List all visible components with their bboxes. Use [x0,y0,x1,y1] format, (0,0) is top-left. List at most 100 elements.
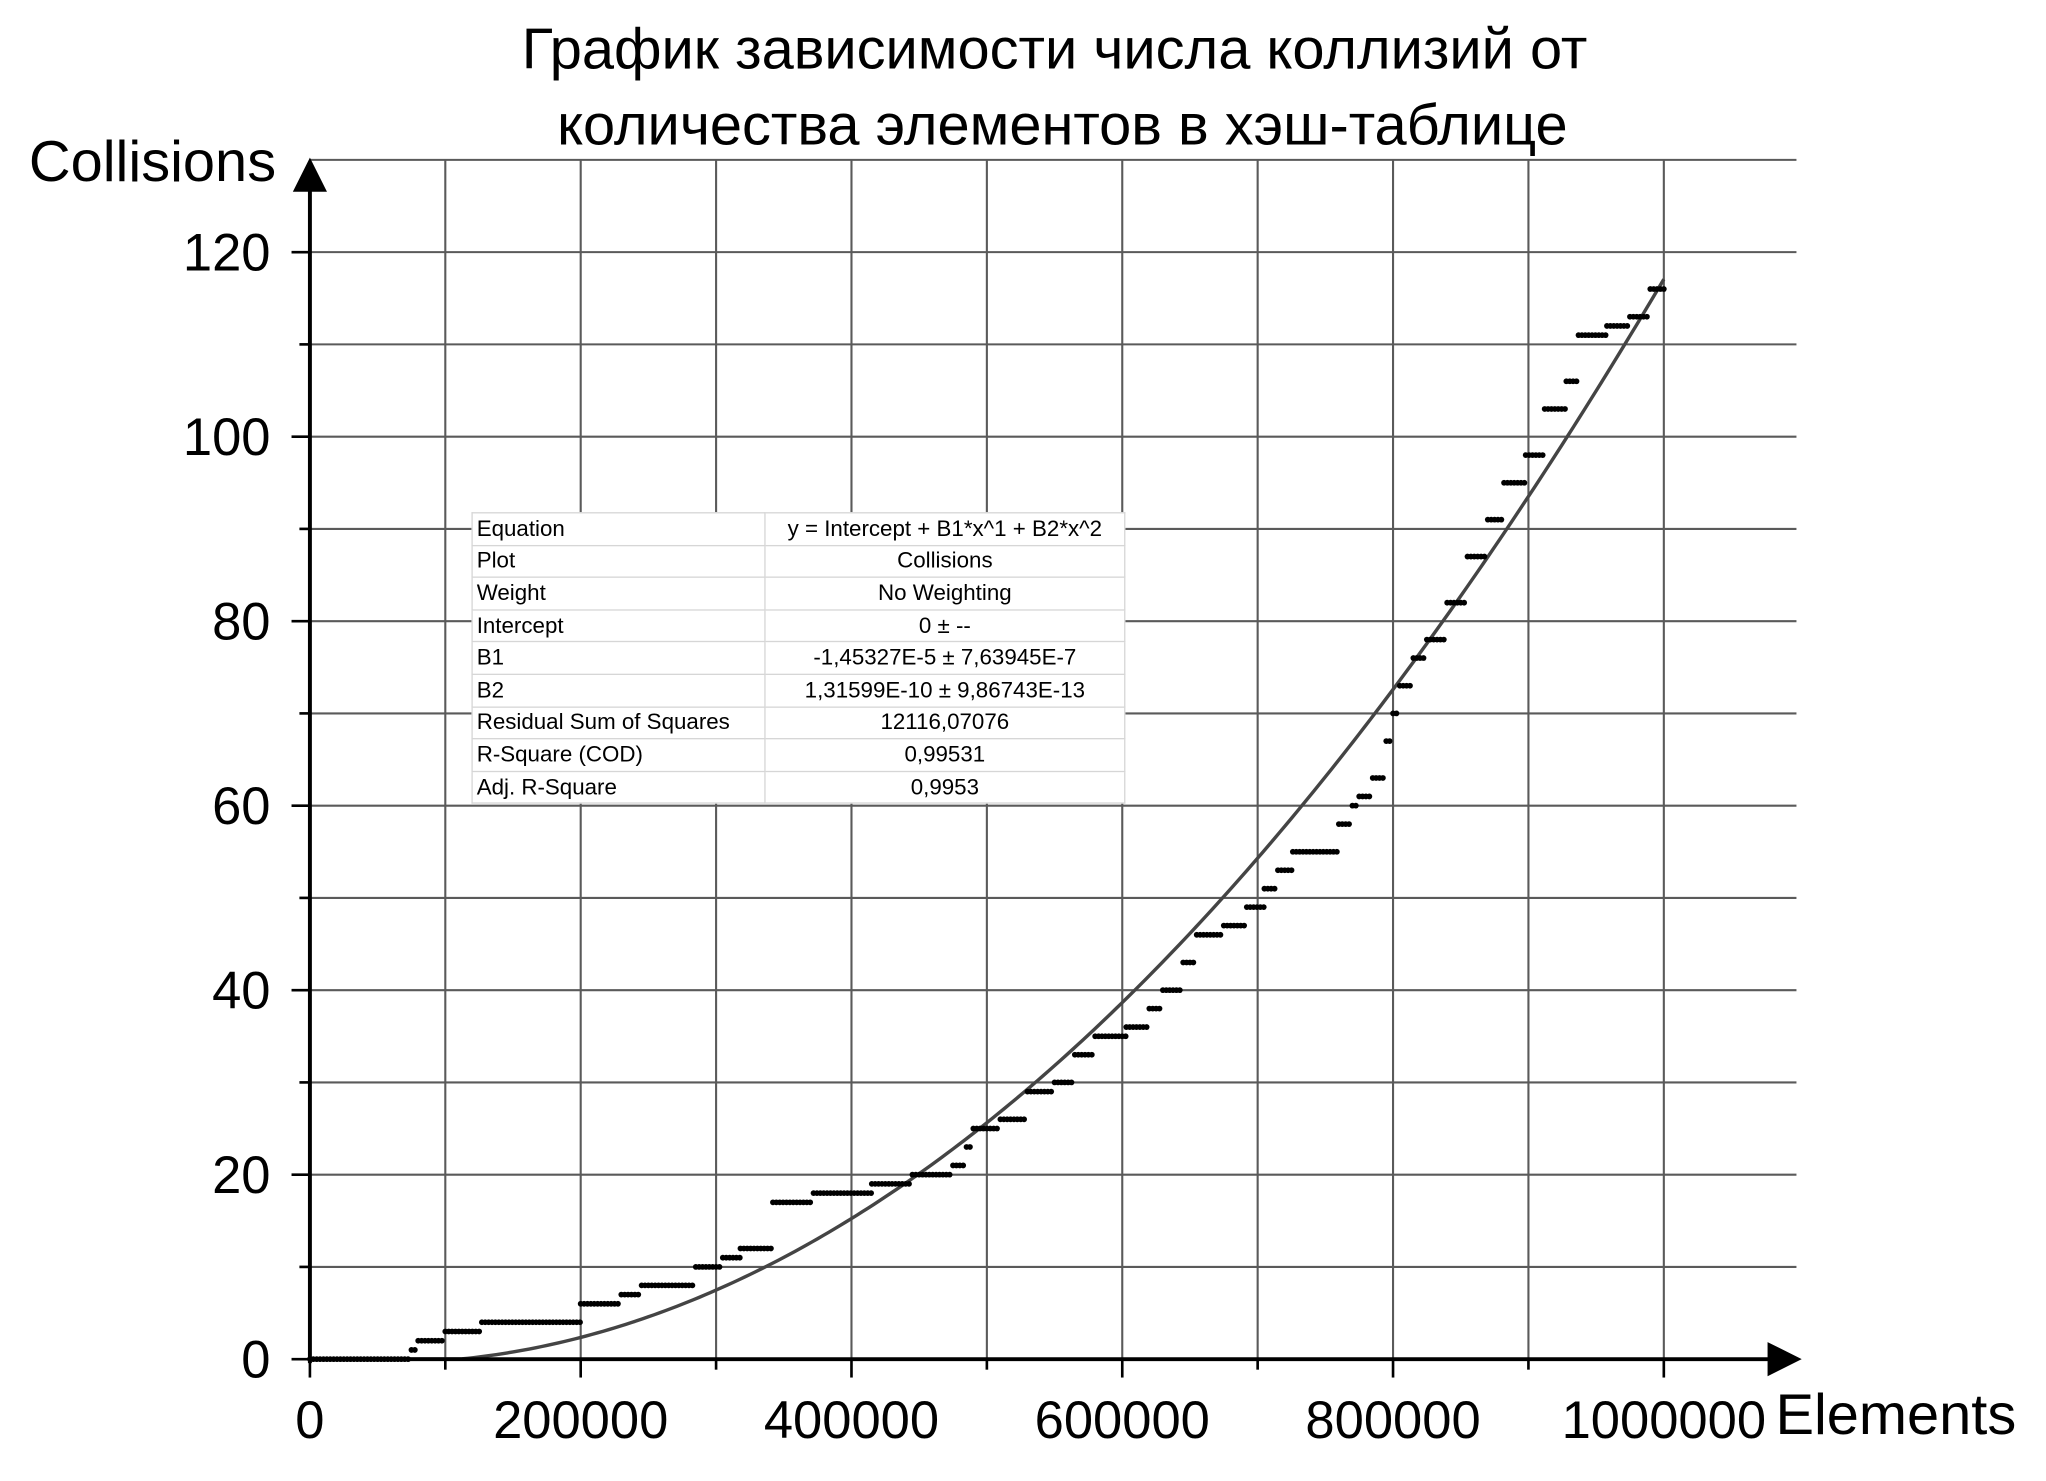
data-point [1156,1005,1163,1012]
data-point [689,1282,696,1289]
data-point [1068,1079,1075,1086]
data-point [1333,848,1340,855]
data-point [1420,655,1427,661]
data-point [1407,682,1413,689]
fit-table-value: 0,9953 [764,770,1126,805]
x-axis-label: Elements [1775,1383,2016,1447]
y-tick-label: 120 [183,224,271,283]
x-tick-label: 200000 [493,1391,668,1450]
data-point [946,1171,953,1178]
fit-table-key: R-Square (COD) [471,738,766,772]
data-point [906,1180,912,1187]
data-point [807,1199,814,1206]
data-point [1176,987,1183,994]
data-point [1562,406,1568,412]
y-tick-label: 60 [212,777,270,836]
y-tick-label: 80 [212,593,270,652]
fit-curve [309,278,1666,1361]
fit-table-key: B2 [471,673,766,708]
fit-table-row: R-Square (COD) 0,99531 [471,738,1126,772]
data-point [1288,867,1295,874]
data-point [960,1162,967,1169]
data-point [1143,1024,1150,1030]
chart-title-line-2: количества элементов в хэш-таблице [557,93,1568,157]
data-point [1271,885,1278,892]
fit-table-key: Plot [471,544,766,579]
fit-table-value: 1,31599E-10 ± 9,86743E-13 [764,673,1126,708]
data-point [1088,1051,1095,1058]
data-point [1660,286,1667,292]
fit-table-value: y = Intercept + B1*x^1 + B2*x^2 [764,512,1126,546]
data-point [1461,599,1468,606]
data-point [1539,452,1546,458]
data-point [577,1319,583,1326]
fit-table-row: Intercept 0 ± -- [471,609,1126,643]
fit-table-key: B1 [471,641,766,675]
fit-table-row: B2 1,31599E-10 ± 9,86743E-13 [471,673,1126,708]
data-point [1624,323,1631,329]
fit-table-value: -1,45327E-5 ± 7,63945E-7 [764,641,1126,675]
data-point [1380,775,1386,781]
fit-table-value: 0 ± -- [764,609,1126,643]
axes [291,157,1802,1378]
fit-table-value: 12116,07076 [764,705,1126,740]
data-point [476,1328,483,1335]
data-point [615,1300,621,1307]
fit-table-key: Intercept [471,609,766,643]
data-point [1241,922,1248,929]
x-tick-label: 0 [295,1391,324,1450]
data-point [1366,793,1373,800]
data-point [768,1245,774,1252]
y-tick-label: 0 [241,1331,270,1390]
fit-table-row: Equation y = Intercept + B1*x^1 + B2*x^2 [471,512,1126,546]
data-point [1021,1116,1027,1123]
y-tick-label: 100 [183,408,271,467]
x-tick-label: 1000000 [1562,1391,1766,1450]
x-tick-label: 600000 [1035,1391,1210,1450]
fit-table-key: Adj. R-Square [471,770,766,805]
x-tick-label: 800000 [1305,1391,1480,1450]
fit-table-key: Residual Sum of Squares [471,705,766,740]
y-axis-arrowhead [292,157,327,192]
fit-results-table: Equation y = Intercept + B1*x^1 + B2*x^2 P… [471,512,1126,805]
fit-curve-group [309,278,1666,1361]
fit-table-row: B1 -1,45327E-5 ± 7,63945E-7 [471,641,1126,675]
chart-title-line-1: График зависимости числа коллизий от [522,17,1588,81]
x-tick-label: 400000 [764,1391,939,1450]
data-point [1048,1088,1055,1095]
y-tick-label: 40 [212,962,270,1021]
fit-table-row: Adj. R-Square 0,9953 [471,770,1126,805]
data-point [994,1125,1000,1132]
data-point [1386,738,1393,744]
data-point [439,1337,445,1344]
data-point [1352,802,1359,809]
data-point [1440,636,1447,643]
tick-labels: 0 200000 400000 600000 800000 1000000 0 20 40 60 8… [183,224,1766,1450]
data-point [1498,516,1505,523]
data-point [1346,821,1352,827]
data-point [411,1347,418,1353]
fit-table-row: Residual Sum of Squares 12116,07076 [471,705,1126,740]
fit-table-value: 0,99531 [764,738,1126,772]
y-tick-label: 20 [212,1146,270,1205]
data-point [967,1144,973,1150]
data-point [1122,1033,1129,1040]
data-point [1602,332,1609,339]
data-points-group [307,286,1667,1363]
fit-table-value: Collisions [764,544,1126,579]
data-point [635,1291,642,1298]
fit-table-value: No Weighting [764,576,1126,611]
fit-table-row: Plot Collisions [471,544,1126,579]
x-axis-arrowhead [1767,1342,1802,1377]
data-point [736,1254,743,1261]
data-point [1190,959,1197,966]
y-axis-label: Collisions [29,130,276,194]
data-point [1644,313,1650,320]
data-point [1573,378,1580,385]
data-point [868,1190,875,1196]
fit-table-row: Weight No Weighting [471,576,1126,611]
data-point [1260,904,1267,911]
data-point [1393,710,1400,717]
